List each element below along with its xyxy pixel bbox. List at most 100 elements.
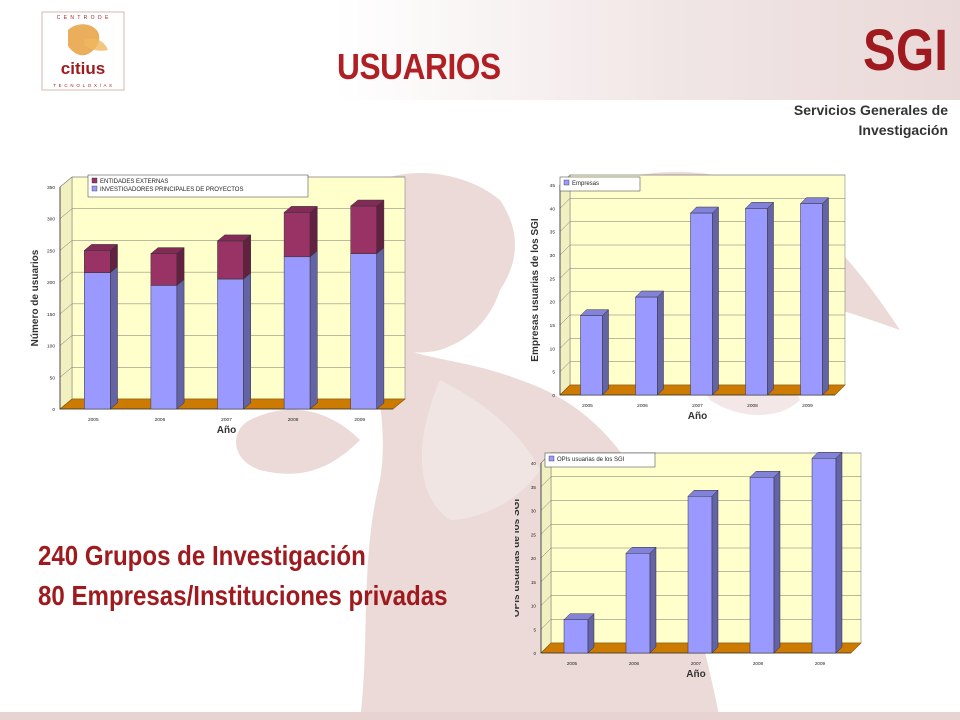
- x-axis-title: Año: [686, 669, 705, 680]
- x-tick-label: 2006: [155, 417, 166, 423]
- x-tick-label: 2005: [582, 403, 593, 409]
- legend-swatch: [91, 185, 98, 192]
- page-title: USUARIOS: [337, 46, 501, 87]
- bar-side: [309, 250, 318, 410]
- x-axis-title: Año: [217, 425, 236, 436]
- legend-box: [559, 176, 641, 192]
- gridline-depth: [540, 500, 552, 511]
- bar-side: [587, 613, 595, 654]
- gridline-depth: [540, 476, 552, 487]
- gridline-depth: [559, 244, 571, 256]
- x-tick-label: 2008: [288, 417, 299, 423]
- x-tick-label: 2009: [802, 403, 813, 409]
- bar-side: [711, 489, 719, 654]
- y-tick-label: 350: [47, 185, 55, 191]
- bar-side: [773, 470, 781, 654]
- y-tick-label: 30: [531, 509, 537, 514]
- legend-label: Empresas: [572, 181, 599, 187]
- y-tick-label: 30: [550, 253, 556, 259]
- gridline-depth: [559, 268, 571, 279]
- bar: [749, 477, 775, 654]
- bar-side: [110, 266, 118, 410]
- bar-top: [689, 206, 720, 214]
- legend-swatch: [91, 177, 98, 184]
- bar-side: [376, 247, 385, 410]
- bar: [217, 240, 244, 280]
- legend-label: OPIs usuarias de los SGI: [557, 457, 625, 463]
- bar: [150, 285, 178, 410]
- y-tick-label: 10: [531, 604, 537, 609]
- bar-top: [579, 309, 610, 316]
- bar-side: [767, 201, 774, 396]
- bar-top: [811, 452, 843, 459]
- y-tick-label: 200: [47, 280, 55, 286]
- bar: [687, 496, 713, 654]
- gridline-depth: [540, 547, 552, 559]
- chart-svg: 0 50 100 150 200 250 300 350 2005 2006 2007 2008 200…: [30, 174, 406, 436]
- bar-top: [625, 547, 657, 554]
- bar: [745, 208, 768, 396]
- gridline-depth: [59, 176, 73, 188]
- y-tick-label: 5: [552, 370, 555, 376]
- y-axis-title: Empresas usuarias de los SGI: [530, 218, 541, 362]
- y-tick-label: 45: [550, 183, 556, 189]
- bar-top: [216, 234, 252, 242]
- bar-side: [822, 197, 829, 396]
- bar: [150, 253, 178, 286]
- chart-companies: 0 5 10 15 20 25 30 35 40 45 2005 2006 2007 2008 2009 Añ…: [530, 165, 850, 427]
- bar-side: [176, 247, 185, 286]
- chart-svg: 0 5 10 15 20 25 30 35 40 2005 2006 2007 2008 2009 Año O…: [511, 451, 862, 680]
- bar-side: [176, 278, 185, 410]
- y-tick-label: 25: [531, 532, 537, 537]
- plot-side-wall: [559, 174, 571, 396]
- bar: [350, 253, 377, 410]
- y-tick-label: 20: [550, 300, 556, 306]
- legend-label: ENTIDADES EXTERNAS: [100, 179, 168, 185]
- citius-logo: citius C E N T R O D E T E C N O L O X Í…: [38, 10, 128, 92]
- chart-svg: 0 5 10 15 20 25 30 35 40 45 2005 2006 2007 2008 2009 Añ…: [530, 174, 846, 422]
- gridline-depth: [59, 240, 73, 251]
- x-tick-label: 2005: [567, 661, 578, 666]
- bar: [625, 553, 651, 654]
- bar-side: [376, 199, 385, 255]
- gridline-depth: [540, 619, 552, 630]
- bar-top: [799, 197, 830, 204]
- bar: [283, 212, 311, 258]
- x-tick-label: 2008: [747, 403, 758, 409]
- bar-top: [744, 202, 775, 209]
- bar-side: [602, 309, 609, 396]
- bar: [580, 315, 603, 396]
- gridline-depth: [540, 524, 552, 535]
- bar-side: [649, 546, 657, 654]
- y-tick-label: 10: [550, 346, 556, 352]
- bar: [563, 619, 589, 654]
- gridline-depth: [559, 361, 571, 372]
- y-tick-label: 40: [531, 461, 537, 466]
- x-tick-label: 2007: [221, 417, 232, 423]
- bar-top: [150, 247, 185, 254]
- bar-top: [283, 206, 318, 213]
- y-tick-label: 0: [533, 651, 536, 656]
- bar-top: [749, 471, 781, 478]
- y-tick-label: 150: [47, 312, 55, 318]
- plot-side-wall: [59, 176, 73, 410]
- legend-swatch: [563, 179, 570, 186]
- bar-top: [687, 490, 719, 497]
- legend-label: INVESTIGADORES PRINCIPALES DE PROYECTOS: [100, 187, 243, 193]
- chart-users: 0 50 100 150 200 250 300 350 2005 2006 2007 2008 200…: [28, 165, 408, 440]
- bar: [217, 278, 244, 410]
- y-axis-title: OPIs usuarias de los SGI: [515, 499, 522, 618]
- svg-text:T E C N O L O X Í A S: T E C N O L O X Í A S: [53, 83, 113, 88]
- x-tick-label: 2008: [753, 661, 764, 666]
- x-axis-title: Año: [688, 411, 707, 422]
- bar-side: [309, 205, 318, 258]
- gridline-depth: [540, 595, 552, 606]
- y-tick-label: 5: [533, 627, 536, 632]
- gridline-depth: [559, 198, 571, 209]
- legend-box: [87, 174, 309, 198]
- y-tick-label: 15: [550, 323, 556, 329]
- sgi-subtitle-line2: Investigación: [858, 122, 948, 138]
- bar: [690, 212, 713, 396]
- bar-top: [563, 613, 595, 620]
